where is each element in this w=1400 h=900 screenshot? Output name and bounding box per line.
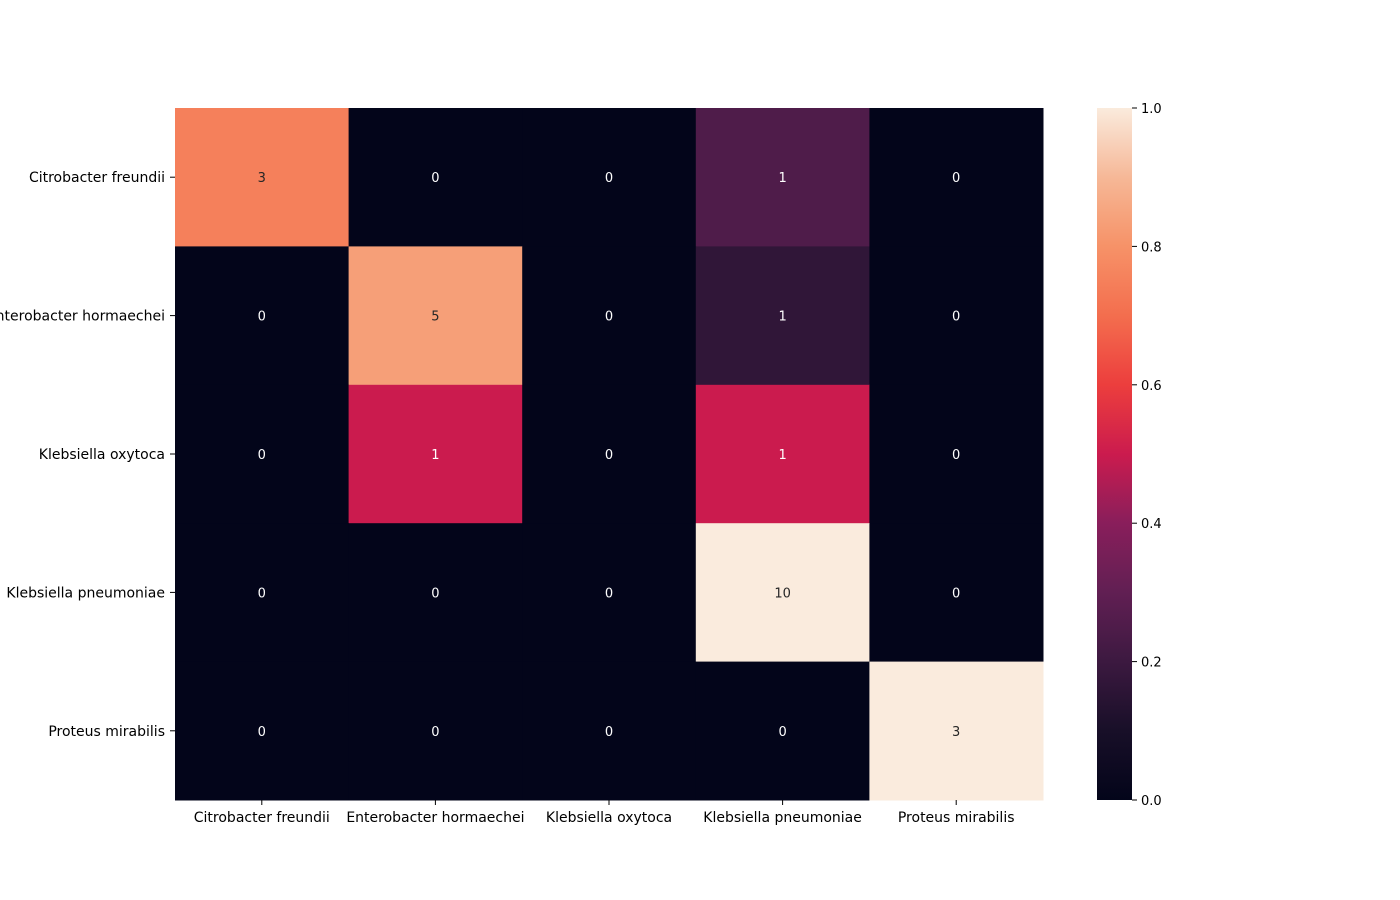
heatmap-cell: [522, 108, 697, 247]
heatmap-cell: [522, 246, 697, 386]
cell-value-label: 0: [605, 725, 613, 740]
cell-value-label: 0: [952, 586, 960, 601]
colorbar-tick-label: 0.6: [1141, 379, 1162, 394]
heatmap-cell: [175, 108, 350, 247]
heatmap-cell: [175, 661, 350, 801]
cell-value-label: 3: [258, 171, 266, 186]
x-tick-label: Klebsiella pneumoniae: [703, 810, 862, 826]
x-tick-label: Citrobacter freundii: [194, 810, 330, 826]
heatmap-cell: [348, 523, 523, 663]
heatmap-cell: [348, 661, 523, 801]
cell-value-label: 0: [258, 586, 266, 601]
x-axis: Citrobacter freundii Enterobacter hormaec…: [194, 800, 1015, 826]
cell-value-label: 0: [778, 725, 786, 740]
heatmap-cell: [175, 246, 350, 386]
heatmap-cell: [695, 523, 870, 663]
cell-value-label: 0: [431, 171, 439, 186]
x-tick-label: Klebsiella oxytoca: [546, 810, 672, 826]
heatmap-cell: [175, 523, 350, 663]
y-axis: Citrobacter freundii Enterobacter hormaec…: [0, 170, 175, 740]
x-tick-label: Enterobacter hormaechei: [346, 810, 524, 826]
colorbar-gradient: [1097, 108, 1132, 800]
heatmap-cells: [175, 108, 1044, 801]
heatmap-cell: [869, 246, 1044, 386]
cell-value-labels: 3 0 0 1 00 5 0 1 00 1 0 1 00 0 0 10 00 0 0 0 3: [258, 171, 961, 740]
y-tick-label: Klebsiella pneumoniae: [6, 585, 165, 601]
cell-value-label: 10: [774, 586, 791, 601]
cell-value-label: 3: [952, 725, 960, 740]
heatmap-cell: [869, 523, 1044, 663]
colorbar-tick-label: 0.8: [1141, 240, 1162, 255]
heatmap-cell: [695, 661, 870, 801]
colorbar-tick-label: 1.0: [1141, 102, 1162, 117]
y-tick-label: Enterobacter hormaechei: [0, 309, 165, 325]
cell-value-label: 0: [605, 171, 613, 186]
cell-value-label: 1: [778, 448, 786, 463]
heatmap-cell: [695, 108, 870, 247]
y-tick-label: Citrobacter freundii: [29, 170, 165, 186]
cell-value-label: 1: [778, 310, 786, 325]
heatmap-cell: [522, 384, 697, 524]
y-tick-label: Proteus mirabilis: [48, 724, 165, 740]
heatmap-cell: [348, 384, 523, 524]
heatmap-cell: [695, 246, 870, 386]
cell-value-label: 0: [605, 448, 613, 463]
cell-value-label: 0: [258, 448, 266, 463]
cell-value-label: 0: [431, 725, 439, 740]
cell-value-label: 0: [258, 310, 266, 325]
heatmap-cell: [175, 384, 350, 524]
heatmap-cell: [869, 661, 1044, 801]
cell-value-label: 0: [952, 171, 960, 186]
cell-value-label: 0: [431, 586, 439, 601]
heatmap-cell: [522, 523, 697, 663]
heatmap-cell: [869, 384, 1044, 524]
cell-value-label: 1: [431, 448, 439, 463]
cell-value-label: 0: [258, 725, 266, 740]
cell-value-label: 0: [952, 448, 960, 463]
colorbar: 0.0 0.2 0.4 0.6 0.8 1.0: [1097, 102, 1162, 809]
heatmap-cell: [348, 246, 523, 386]
heatmap-cell: [348, 108, 523, 247]
heatmap-cell: [869, 108, 1044, 247]
cell-value-label: 5: [431, 310, 439, 325]
colorbar-tick-label: 0.4: [1141, 517, 1162, 532]
cell-value-label: 0: [952, 310, 960, 325]
cell-value-label: 1: [778, 171, 786, 186]
y-tick-label: Klebsiella oxytoca: [39, 447, 165, 463]
cell-value-label: 0: [605, 586, 613, 601]
colorbar-ticks: 0.0 0.2 0.4 0.6 0.8 1.0: [1132, 102, 1162, 809]
heatmap-cell: [695, 384, 870, 524]
cell-value-label: 0: [605, 310, 613, 325]
x-tick-label: Proteus mirabilis: [898, 810, 1015, 826]
heatmap-cell: [522, 661, 697, 801]
colorbar-tick-label: 0.0: [1141, 794, 1162, 809]
colorbar-tick-label: 0.2: [1141, 656, 1162, 671]
